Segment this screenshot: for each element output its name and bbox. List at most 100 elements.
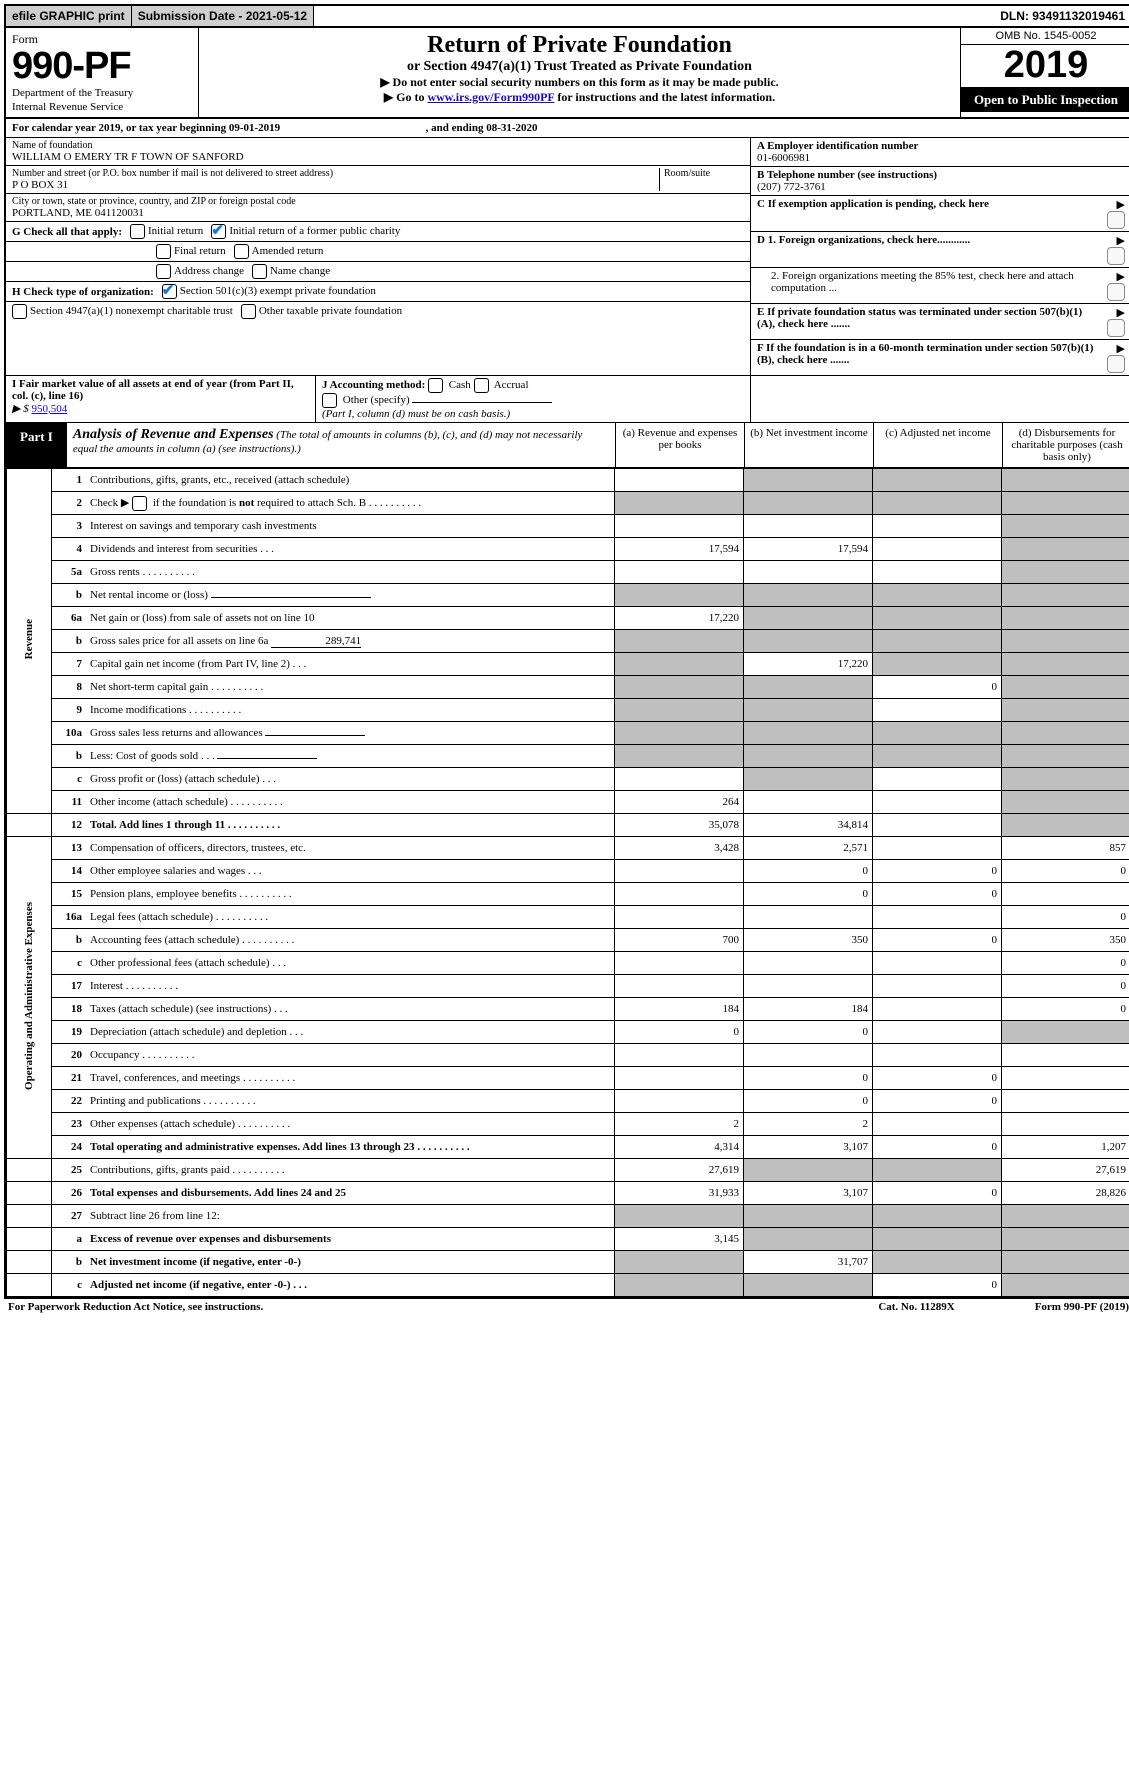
opt-other-taxable: Other taxable private foundation [259,305,402,317]
info-left: Name of foundation WILLIAM O EMERY TR F … [6,138,751,375]
row-12: 12Total. Add lines 1 through 1135,07834,… [7,814,1129,837]
checkbox-amended-return[interactable] [234,244,249,259]
section-e: E If private foundation status was termi… [751,304,1129,340]
checkbox-accrual[interactable] [474,378,489,393]
opt-cash: Cash [449,379,471,391]
row-1: Revenue 1Contributions, gifts, grants, e… [7,469,1129,492]
checkbox-initial-return[interactable] [130,224,145,239]
form990pf-link[interactable]: www.irs.gov/Form990PF [427,90,554,104]
top-bar: efile GRAPHIC print Submission Date - 20… [6,6,1129,28]
label-r16c: Other professional fees (attach schedule… [86,952,615,975]
section-g-row2: Final return Amended return [6,242,750,262]
city-cell: City or town, state or province, country… [6,194,750,222]
checkbox-4947[interactable] [12,304,27,319]
topbar-spacer [314,6,994,26]
checkbox-name-change[interactable] [252,264,267,279]
h-label: H Check type of organization: [12,286,154,298]
main-table: Revenue 1Contributions, gifts, grants, e… [6,468,1129,1297]
checkbox-d1[interactable] [1107,247,1125,265]
label-r27c: Adjusted net income (if negative, enter … [86,1274,615,1297]
section-a: A Employer identification number 01-6006… [751,138,1129,167]
checkbox-initial-former[interactable] [211,224,226,239]
row-27b: bNet investment income (if negative, ent… [7,1251,1129,1274]
checkbox-d2[interactable] [1107,283,1125,301]
fmv-link[interactable]: 950,504 [31,403,67,415]
row-10a: 10aGross sales less returns and allowanc… [7,722,1129,745]
section-b: B Telephone number (see instructions) (2… [751,167,1129,196]
section-c: C If exemption application is pending, c… [751,196,1129,232]
label-r2: Check ▶ if the foundation is not require… [86,492,615,515]
label-r6a: Net gain or (loss) from sale of assets n… [86,607,615,630]
row-10b: bLess: Cost of goods sold [7,745,1129,768]
label-r14: Other employee salaries and wages [86,860,615,883]
checkbox-final-return[interactable] [156,244,171,259]
row-10c: cGross profit or (loss) (attach schedule… [7,768,1129,791]
row-14: 14Other employee salaries and wages000 [7,860,1129,883]
cal-end: 08-31-2020 [486,122,537,134]
form-container: efile GRAPHIC print Submission Date - 20… [4,4,1129,1299]
f-label: F If the foundation is in a 60-month ter… [757,342,1097,373]
row-24: 24Total operating and administrative exp… [7,1136,1129,1159]
checkbox-f[interactable] [1107,355,1125,373]
section-f: F If the foundation is in a 60-month ter… [751,340,1129,375]
checkbox-address-change[interactable] [156,264,171,279]
name-value: WILLIAM O EMERY TR F TOWN OF SANFORD [12,151,744,163]
row-5b: bNet rental income or (loss) [7,584,1129,607]
cal-mid: , and ending [426,122,487,134]
header-center: Return of Private Foundation or Section … [199,28,961,117]
label-r13: Compensation of officers, directors, tru… [86,837,615,860]
checkbox-other-taxable[interactable] [241,304,256,319]
label-r16a: Legal fees (attach schedule) [86,906,615,929]
label-r7: Capital gain net income (from Part IV, l… [86,653,615,676]
checkbox-e[interactable] [1107,319,1125,337]
row-15: 15Pension plans, employee benefits00 [7,883,1129,906]
name-label: Name of foundation [12,140,744,151]
form-header: Form 990-PF Department of the Treasury I… [6,28,1129,119]
label-r27b: Net investment income (if negative, ente… [86,1251,615,1274]
col-a-header: (a) Revenue and expenses per books [615,423,744,467]
i-label: I Fair market value of all assets at end… [12,378,294,402]
efile-print-button[interactable]: efile GRAPHIC print [6,6,132,26]
label-r24: Total operating and administrative expen… [86,1136,615,1159]
checkbox-501c3[interactable] [162,284,177,299]
instr-2-pre: ▶ Go to [384,90,428,104]
row-17: 17Interest0 [7,975,1129,998]
section-g: G Check all that apply: Initial return I… [6,222,750,242]
checkbox-c[interactable] [1107,211,1125,229]
tax-year: 2019 [961,45,1129,88]
form-subtitle: or Section 4947(a)(1) Trust Treated as P… [205,59,954,75]
row-3: 3Interest on savings and temporary cash … [7,515,1129,538]
address-cell: Number and street (or P.O. box number if… [6,166,750,194]
row-25: 25Contributions, gifts, grants paid27,61… [7,1159,1129,1182]
b-label: B Telephone number (see instructions) [757,169,937,181]
label-r10b: Less: Cost of goods sold [86,745,615,768]
row-18: 18Taxes (attach schedule) (see instructi… [7,998,1129,1021]
submission-date-button[interactable]: Submission Date - 2021-05-12 [132,6,314,26]
label-r5b: Net rental income or (loss) [86,584,615,607]
col-d-header: (d) Disbursements for charitable purpose… [1002,423,1129,467]
city-value: PORTLAND, ME 041120031 [12,207,744,219]
checkbox-cash[interactable] [428,378,443,393]
label-r3: Interest on savings and temporary cash i… [86,515,615,538]
label-r15: Pension plans, employee benefits [86,883,615,906]
dept-treasury: Department of the Treasury [12,87,192,99]
row-26: 26Total expenses and disbursements. Add … [7,1182,1129,1205]
label-r26: Total expenses and disbursements. Add li… [86,1182,615,1205]
label-r12: Total. Add lines 1 through 11 [86,814,615,837]
footer-mid: Cat. No. 11289X [878,1301,954,1313]
info-right: A Employer identification number 01-6006… [751,138,1129,375]
label-r18: Taxes (attach schedule) (see instruction… [86,998,615,1021]
city-label: City or town, state or province, country… [12,196,744,207]
row-5a: 5aGross rents [7,561,1129,584]
form-number: 990-PF [12,47,192,85]
label-r9: Income modifications [86,699,615,722]
row-6a: 6aNet gain or (loss) from sale of assets… [7,607,1129,630]
addr-value: P O BOX 31 [12,179,655,191]
checkbox-sch-b[interactable] [132,496,147,511]
page-footer: For Paperwork Reduction Act Notice, see … [4,1299,1129,1315]
row-7: 7Capital gain net income (from Part IV, … [7,653,1129,676]
checkbox-other-method[interactable] [322,393,337,408]
row-9: 9Income modifications [7,699,1129,722]
row-16b: bAccounting fees (attach schedule)700350… [7,929,1129,952]
e-label: E If private foundation status was termi… [757,306,1097,337]
